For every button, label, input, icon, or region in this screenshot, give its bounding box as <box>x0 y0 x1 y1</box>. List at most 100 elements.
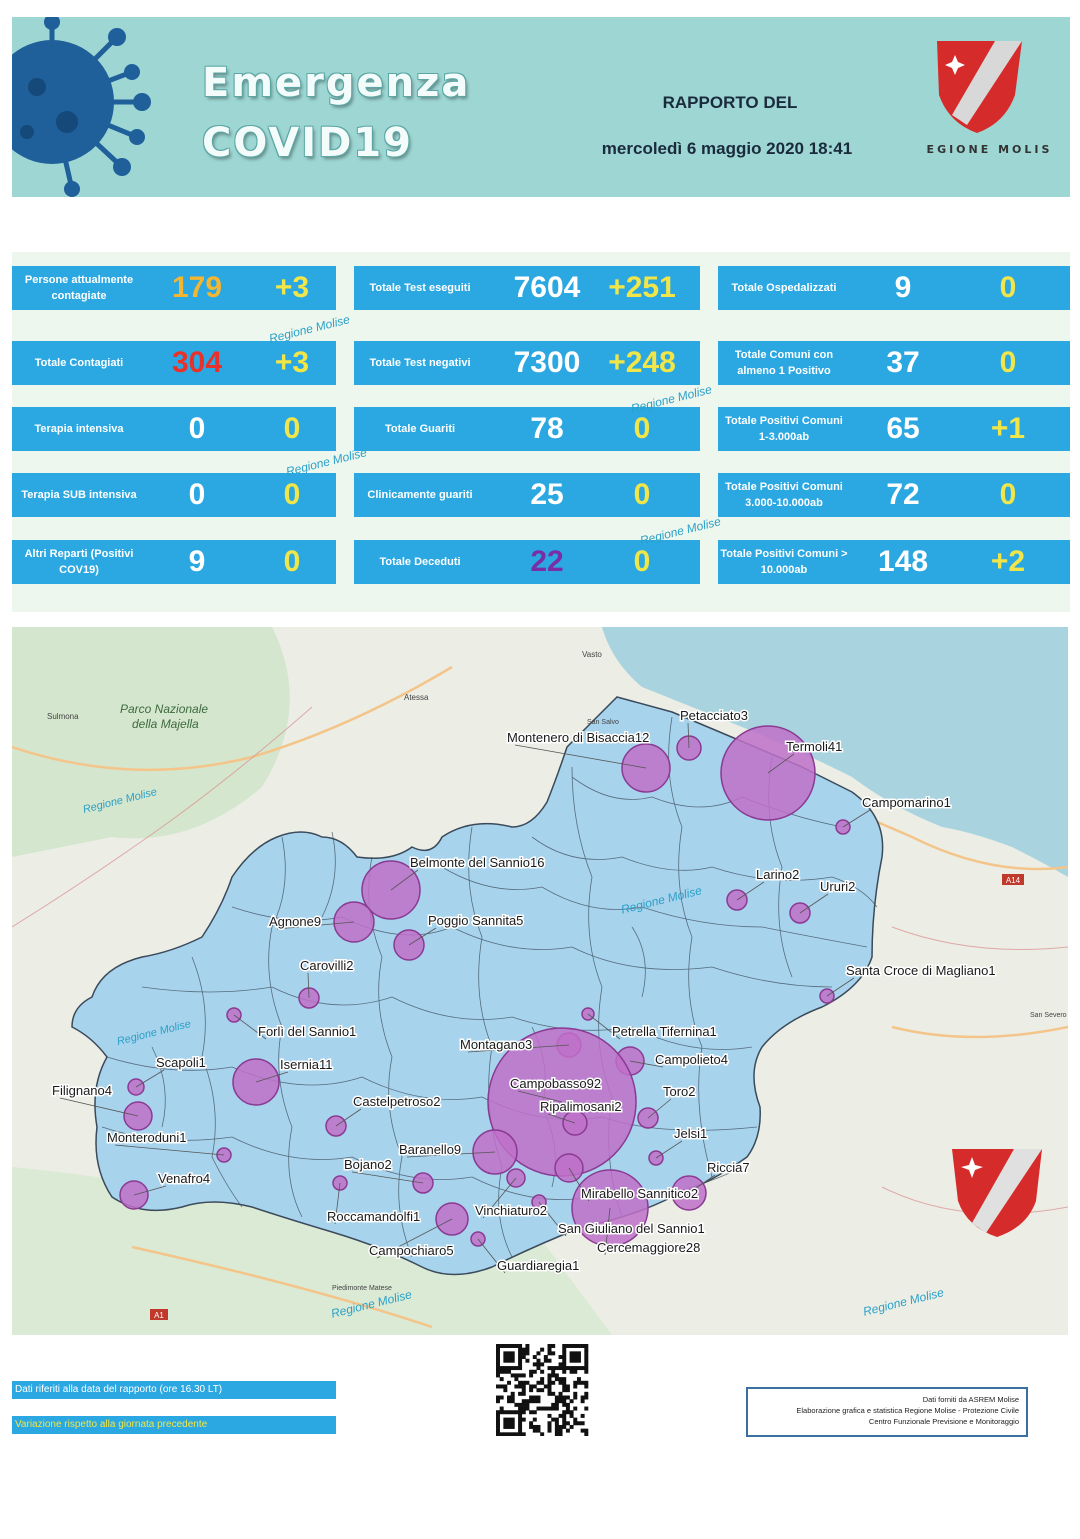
report-title: Emergenza COVID19 <box>202 53 470 173</box>
label-leader-line <box>517 1090 563 1103</box>
stat-value: 9 <box>894 271 912 304</box>
label-leaders <box>59 722 871 1274</box>
stat-value: 304 <box>171 346 223 379</box>
label-leader-line <box>482 1177 517 1219</box>
stat-card: Terapia intensiva 0 0 <box>12 407 336 451</box>
label-leader-line <box>390 869 419 891</box>
stat-change: +251 <box>608 271 676 304</box>
label-leader-line <box>687 722 690 749</box>
place-label: Bojano2 <box>344 1157 392 1172</box>
statistics-panel: Persone attualmente contagiate 179 +3 Total… <box>12 252 1070 612</box>
label-leader-line <box>514 744 647 769</box>
stat-card: Totale Positivi Comuni 3.000-10.000ab 72 0 <box>718 473 1070 517</box>
stat-label: Persone attualmente contagiate <box>24 274 134 302</box>
label-leader-line <box>351 1171 424 1184</box>
legend-data-bar: Dati riferiti alla data del rapporto (or… <box>12 1381 336 1399</box>
place-label: Toro2 <box>663 1084 696 1099</box>
label-leader-line <box>307 972 310 999</box>
stat-change: 0 <box>633 412 651 445</box>
place-label: Forlì del Sannio1 <box>258 1024 356 1039</box>
stat-card: Persone attualmente contagiate 179 +3 <box>12 266 336 310</box>
label-leader-line <box>233 1014 267 1040</box>
label-leader-line <box>767 753 795 774</box>
stat-label: Totale Positivi Comuni 1-3.000ab <box>725 415 843 443</box>
stat-label: Clinicamente guariti <box>367 489 473 501</box>
stat-card: Totale Ospedalizzati 9 0 <box>718 266 1070 310</box>
road-shield-a1: A1 <box>150 1309 168 1320</box>
place-label: Montagano3 <box>460 1037 532 1052</box>
place-label: Ururi2 <box>820 879 855 894</box>
stat-label: Totale Test negativi <box>369 357 471 369</box>
stat-card: Totale Guariti 78 0 <box>354 407 700 451</box>
place-label: Isernia11 <box>280 1057 333 1072</box>
svg-text:A1: A1 <box>154 1311 164 1320</box>
place-label: Campobasso92 <box>510 1076 601 1091</box>
label-leader-line <box>406 1151 496 1158</box>
stat-card: Totale Deceduti 22 0 <box>354 540 700 584</box>
stat-label: Totale Guariti <box>384 423 456 435</box>
label-leader-line <box>408 927 437 946</box>
stat-value: 148 <box>877 545 929 578</box>
stat-card: Totale Comuni con almeno 1 Positivo 37 0 <box>718 341 1070 385</box>
report-date: mercoledì 6 maggio 2020 18:41 <box>601 139 853 158</box>
park-label-line2: della Majella <box>132 717 199 731</box>
title-line-1: Emergenza <box>202 60 471 106</box>
map-region-logo <box>952 1149 1042 1237</box>
stat-label: Terapia intensiva <box>34 423 124 435</box>
stat-change: +3 <box>274 271 310 304</box>
stat-value: 0 <box>188 478 206 511</box>
stat-value: 78 <box>530 412 564 445</box>
data-source-box: Dati forniti da ASREM Molise Elaborazion… <box>746 1387 1028 1437</box>
stat-change: 0 <box>283 412 301 445</box>
report-label: RAPPORTO DEL <box>662 93 798 112</box>
stat-value: 7604 <box>513 271 581 304</box>
town-san-salvo: San Salvo <box>587 719 619 726</box>
label-leader-line <box>133 1185 167 1196</box>
place-label: Scapoli1 <box>156 1055 206 1070</box>
stat-label: Totale Positivi Comuni > 10.000ab <box>720 548 848 576</box>
place-label: Agnone9 <box>269 914 321 929</box>
stat-change: 0 <box>283 478 301 511</box>
qr-code[interactable] <box>491 1344 593 1436</box>
place-label: Carovilli2 <box>300 958 353 973</box>
stat-change: 0 <box>999 271 1017 304</box>
molise-map: Petacciato3 Montenero di Bisaccia12 Termol… <box>12 627 1068 1335</box>
stat-value: 179 <box>171 271 223 304</box>
label-leader-line <box>688 1174 716 1194</box>
label-leader-line <box>334 1182 341 1225</box>
label-leader-line <box>655 1140 683 1159</box>
stat-change: +248 <box>608 346 676 379</box>
town-piedimonte: Piedimonte Matese <box>332 1285 392 1292</box>
label-leader-line <box>276 921 355 930</box>
label-leader-line <box>587 1013 621 1040</box>
label-leader-line <box>826 977 855 997</box>
stat-change: 0 <box>633 478 651 511</box>
label-leader-line <box>799 893 829 914</box>
place-label: Petrella Tifernina1 <box>612 1024 717 1039</box>
source-line-1: Dati forniti da ASREM Molise <box>922 1395 1019 1404</box>
town-vasto: Vasto <box>582 650 602 659</box>
label-leader-line <box>59 1097 139 1117</box>
stat-value: 65 <box>886 412 920 445</box>
stat-label: Altri Reparti (Positivi COV19) <box>24 548 134 576</box>
stat-value: 22 <box>530 545 564 578</box>
place-label: Montenero di Bisaccia12 <box>507 730 649 745</box>
mountain-area <box>12 627 290 857</box>
label-leader-line <box>255 1071 289 1083</box>
park-label-line1: Parco Nazionale <box>120 702 208 716</box>
town-atessa: Atessa <box>404 693 429 702</box>
place-label: Poggio Sannita5 <box>428 913 523 928</box>
stat-label: Totale Positivi Comuni 3.000-10.000ab <box>725 481 843 509</box>
place-label: Belmonte del Sannio16 <box>410 855 544 870</box>
place-label: Filignano4 <box>52 1083 112 1098</box>
place-label: Roccamandolfi1 <box>327 1209 420 1224</box>
stat-card: Totale Contagiati 304 +3 <box>12 341 336 385</box>
town-sulmona: Sulmona <box>47 712 79 721</box>
label-leader-line <box>376 1218 453 1259</box>
place-label: Vinchiaturo2 <box>475 1203 547 1218</box>
label-leader-line <box>647 1098 672 1119</box>
label-leader-line <box>604 1207 611 1256</box>
stat-change: +1 <box>990 412 1026 445</box>
place-label: Mirabello Sannitico2 <box>581 1186 698 1201</box>
label-leader-line <box>477 1238 506 1274</box>
